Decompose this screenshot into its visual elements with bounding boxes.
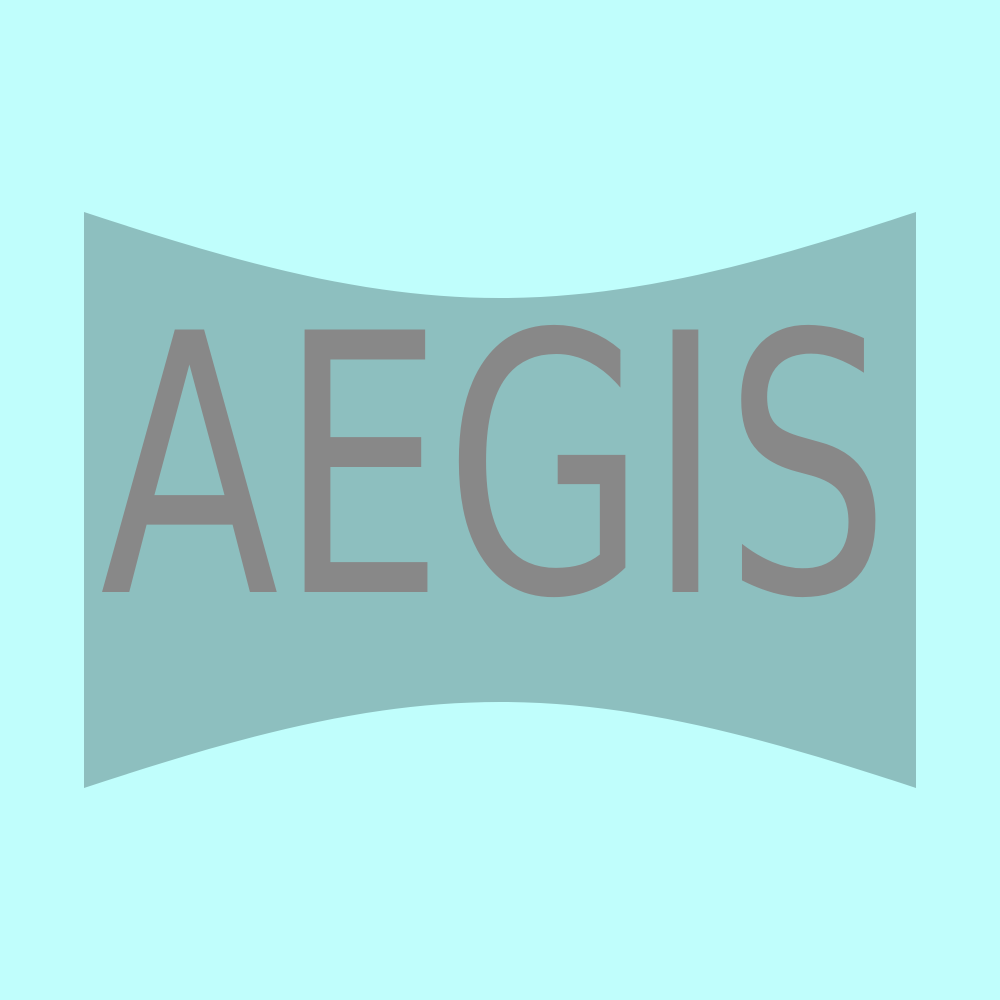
logo-text: AEGIS xyxy=(100,258,890,677)
banner-shape xyxy=(84,212,916,788)
